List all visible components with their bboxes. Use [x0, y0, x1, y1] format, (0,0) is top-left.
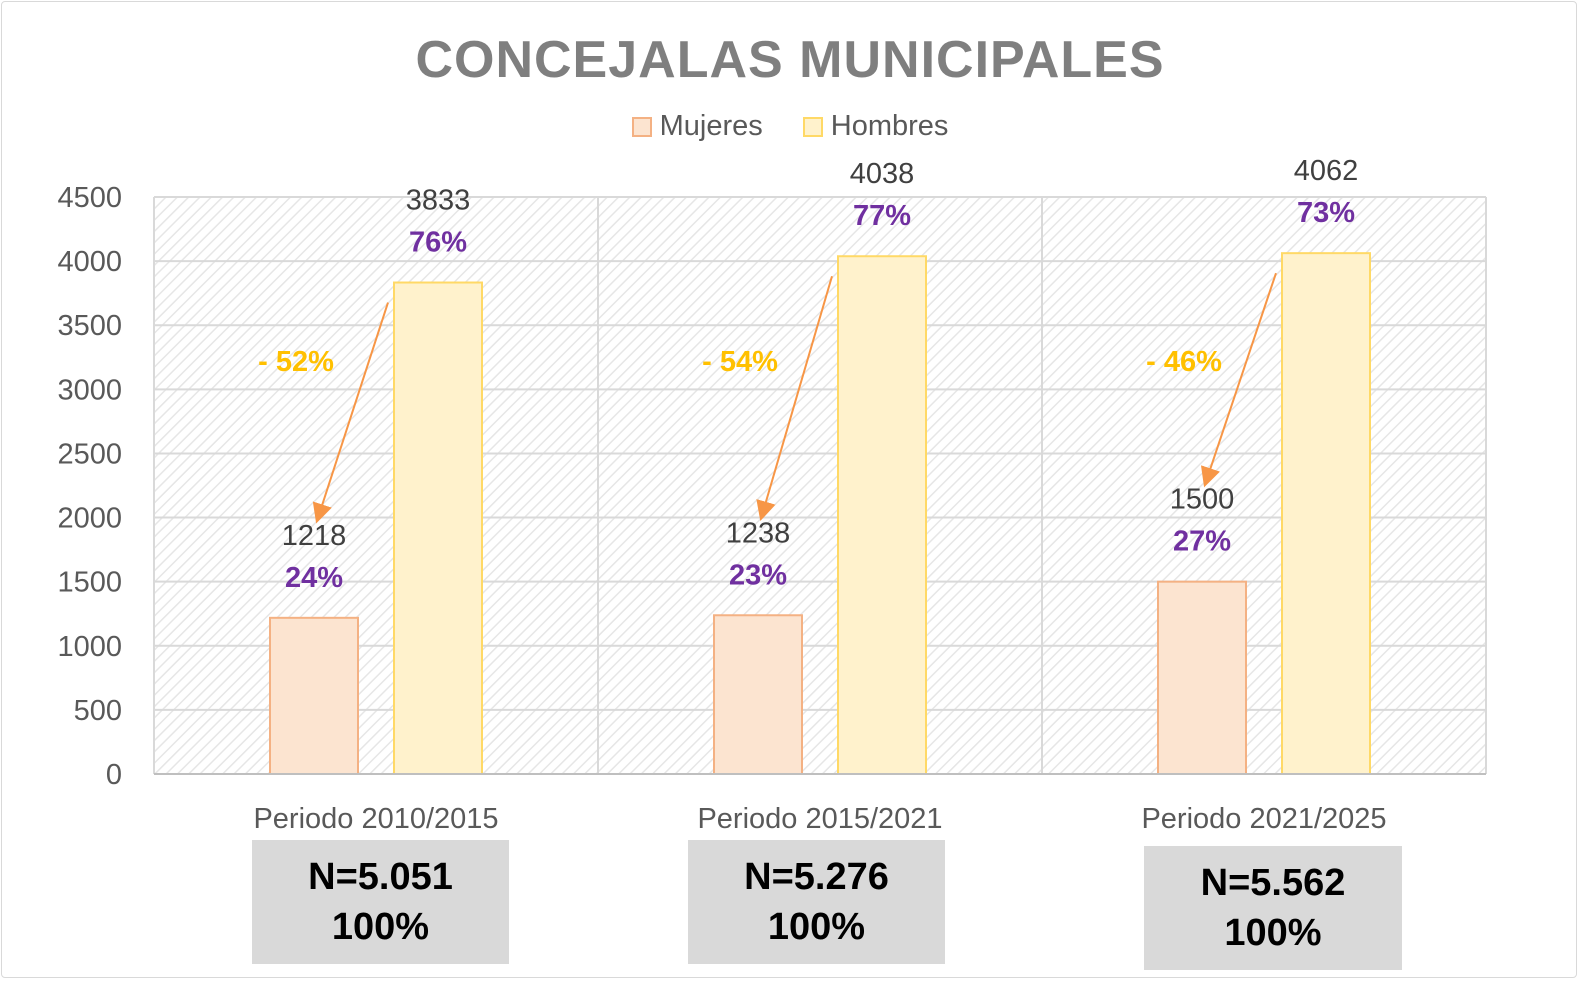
- bar-mujeres: [713, 614, 803, 775]
- bar-mujeres: [269, 616, 359, 775]
- gap-arrow: [1200, 272, 1277, 488]
- total-n-1: N=5.051: [308, 856, 453, 898]
- data-label-percent: 27%: [1173, 526, 1231, 558]
- y-tick-label: 4500: [57, 182, 122, 214]
- bar-hombres: [837, 255, 927, 776]
- gap-annotation: - 54%: [702, 346, 778, 378]
- y-tick-label: 0: [106, 759, 122, 791]
- data-label-percent: 76%: [409, 227, 467, 259]
- y-tick-label: 2500: [57, 438, 122, 470]
- legend-label-mujeres: Mujeres: [659, 110, 763, 142]
- total-pct-1: 100%: [331, 906, 430, 948]
- data-label-value: 3833: [406, 185, 471, 217]
- bar-hombres: [1281, 252, 1371, 776]
- legend-swatch-hombres: [802, 116, 823, 137]
- y-tick-label: 3000: [57, 374, 122, 406]
- total-n-2: N=5.276: [744, 856, 889, 898]
- data-label-value: 1500: [1170, 484, 1235, 516]
- legend-item-mujeres: Mujeres: [631, 110, 763, 143]
- data-label-percent: 73%: [1297, 197, 1355, 229]
- data-label-value: 1238: [726, 517, 791, 549]
- gap-arrow: [312, 302, 389, 524]
- total-n-3: N=5.562: [1200, 862, 1346, 904]
- y-tick-label: 3500: [57, 310, 122, 342]
- y-tick-label: 1500: [57, 567, 122, 599]
- data-label-percent: 24%: [285, 562, 343, 594]
- gap-arrow: [756, 275, 833, 522]
- total-pct-3: 100%: [1224, 912, 1322, 954]
- legend-swatch-mujeres: [631, 116, 652, 137]
- chart-title: CONCEJALAS MUNICIPALES: [415, 31, 1165, 89]
- chart-legend: Mujeres Hombres: [0, 110, 1580, 143]
- bar-mujeres: [1157, 580, 1247, 776]
- plot-area: [154, 197, 1486, 774]
- data-label-percent: 77%: [853, 200, 911, 232]
- data-label-value: 1218: [282, 520, 347, 552]
- bar-hombres: [393, 281, 483, 775]
- data-label-percent: 23%: [729, 559, 787, 591]
- data-label-value: 4038: [850, 158, 915, 190]
- x-tick-label: Periodo 2021/2025: [1141, 803, 1386, 835]
- data-label-value: 4062: [1294, 155, 1359, 187]
- gap-annotation: - 46%: [1146, 346, 1222, 378]
- total-box-1: N=5.051 100%: [252, 840, 509, 964]
- y-tick-label: 500: [74, 695, 122, 727]
- total-box-2: N=5.276 100%: [688, 840, 945, 964]
- legend-item-hombres: Hombres: [802, 110, 949, 143]
- y-tick-label: 4000: [57, 246, 122, 278]
- legend-label-hombres: Hombres: [830, 110, 949, 142]
- y-tick-label: 1000: [57, 631, 122, 663]
- x-tick-label: Periodo 2010/2015: [253, 803, 498, 835]
- total-pct-2: 100%: [767, 906, 866, 948]
- total-box-3: N=5.562 100%: [1144, 846, 1402, 970]
- y-tick-label: 2000: [57, 503, 122, 535]
- gap-annotation: - 52%: [258, 346, 334, 378]
- x-tick-label: Periodo 2015/2021: [697, 803, 942, 835]
